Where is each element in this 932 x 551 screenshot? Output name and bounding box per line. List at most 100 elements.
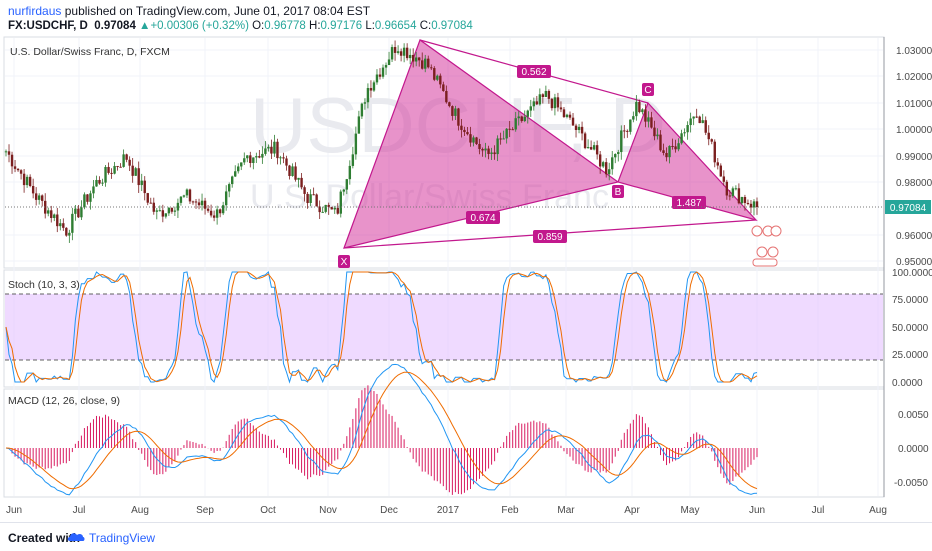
author-link[interactable]: nurfirdaus	[8, 4, 62, 18]
candle-body	[206, 208, 210, 211]
candle-body	[424, 58, 427, 69]
candle-body	[62, 223, 65, 228]
last-price-tag-text: 0.97084	[890, 203, 927, 214]
flag-icon[interactable]	[752, 258, 778, 267]
candle-body	[44, 200, 47, 214]
high-label: H:	[309, 20, 321, 32]
candle-body	[713, 141, 716, 163]
candle-body	[427, 58, 430, 68]
candle-body	[10, 154, 14, 167]
candle-body	[448, 102, 451, 107]
event-marker-icon[interactable]	[751, 225, 763, 237]
open-label: O:	[252, 20, 265, 32]
candle-body	[547, 90, 551, 99]
macd-signal-line	[5, 371, 758, 490]
candle-body	[288, 165, 291, 176]
candle-body	[520, 116, 523, 122]
candle-body	[194, 201, 198, 203]
candle-body	[47, 210, 50, 214]
candle-body	[716, 162, 719, 166]
candle-body	[243, 158, 246, 163]
label-b: B	[615, 187, 622, 198]
time-tick: Jul	[812, 505, 825, 516]
candle-body	[285, 158, 288, 166]
candle-body	[357, 116, 361, 134]
label-c: C	[644, 85, 651, 96]
stoch-axis[interactable]: 100.0000 75.0000 50.0000 25.0000 0.0000	[892, 268, 932, 389]
candle-body	[390, 47, 394, 60]
candle-body	[617, 152, 620, 155]
candle-body	[107, 166, 110, 173]
candle-body	[92, 186, 95, 194]
candle-body	[342, 189, 345, 192]
candle-body	[125, 154, 128, 160]
candle-body	[559, 107, 563, 110]
time-axis[interactable]: Jun Jul Aug Sep Oct Nov Dec 2017 Feb Mar…	[6, 505, 887, 516]
candle-body	[393, 47, 397, 53]
candle-body	[131, 165, 134, 176]
candle-body	[550, 98, 554, 109]
event-marker-icon[interactable]	[767, 246, 779, 258]
candle-body	[653, 127, 656, 137]
candle-body	[185, 189, 189, 196]
candle-body	[668, 145, 671, 158]
candle-body	[134, 168, 137, 176]
candle-body	[689, 118, 692, 126]
candle-body	[460, 125, 463, 130]
candle-body	[309, 194, 312, 204]
candle-body	[16, 168, 20, 171]
event-marker-icon[interactable]	[756, 246, 768, 258]
candle-body	[231, 176, 234, 185]
tradingview-link[interactable]: TradingView	[89, 531, 156, 545]
candle-body	[28, 176, 32, 187]
candle-body	[421, 60, 424, 69]
candle-body	[695, 116, 698, 118]
harmonic-pattern[interactable]	[343, 39, 758, 249]
candle-body	[508, 128, 511, 130]
candle-body	[511, 129, 514, 131]
event-markers[interactable]	[751, 225, 782, 267]
macd-axis[interactable]: 0.0050 0.0000 -0.0050	[894, 410, 929, 489]
candle-body	[149, 202, 152, 204]
candle-body	[505, 128, 508, 139]
low-label: L:	[365, 20, 375, 32]
macd-line	[5, 363, 758, 496]
event-marker-icon[interactable]	[770, 225, 782, 237]
candle-body	[34, 193, 38, 200]
published-text: published on TradingView.com, June 01, 2…	[64, 4, 371, 18]
macd-tick: 0.0050	[898, 410, 929, 421]
candlesticks	[4, 40, 759, 243]
candle-body	[351, 154, 355, 166]
price-axis[interactable]: 1.03000 1.02000 1.01000 1.00000 0.99000 …	[896, 46, 932, 268]
candle-body	[436, 75, 439, 80]
candle-body	[249, 155, 252, 164]
candle-body	[728, 195, 732, 197]
candle-body	[209, 210, 213, 216]
candle-body	[671, 145, 674, 147]
candle-body	[469, 134, 472, 143]
candle-body	[19, 170, 23, 174]
macd-pane[interactable]	[3, 388, 885, 498]
candle-body	[737, 188, 741, 204]
candle-body	[255, 156, 258, 158]
chart-canvas[interactable]: USDCHF, D U.S. Dollar/Swiss Franc X B C …	[0, 0, 932, 522]
candle-body	[632, 116, 635, 120]
candle-body	[59, 223, 62, 227]
candle-body	[686, 125, 689, 133]
candle-body	[381, 67, 385, 77]
candle-body	[719, 165, 723, 177]
candle-body	[291, 166, 294, 176]
candle-body	[523, 116, 526, 122]
candle-body	[529, 106, 532, 111]
candle-body	[321, 211, 324, 213]
candle-body	[535, 101, 539, 105]
candle-body	[544, 90, 548, 98]
candle-body	[176, 202, 180, 211]
candle-body	[212, 215, 216, 218]
created-with-label: Created with	[8, 531, 81, 545]
candle-body	[50, 210, 53, 218]
time-tick: Apr	[624, 505, 640, 516]
candle-body	[86, 194, 89, 202]
candle-body	[553, 97, 557, 109]
candle-body	[336, 207, 339, 214]
